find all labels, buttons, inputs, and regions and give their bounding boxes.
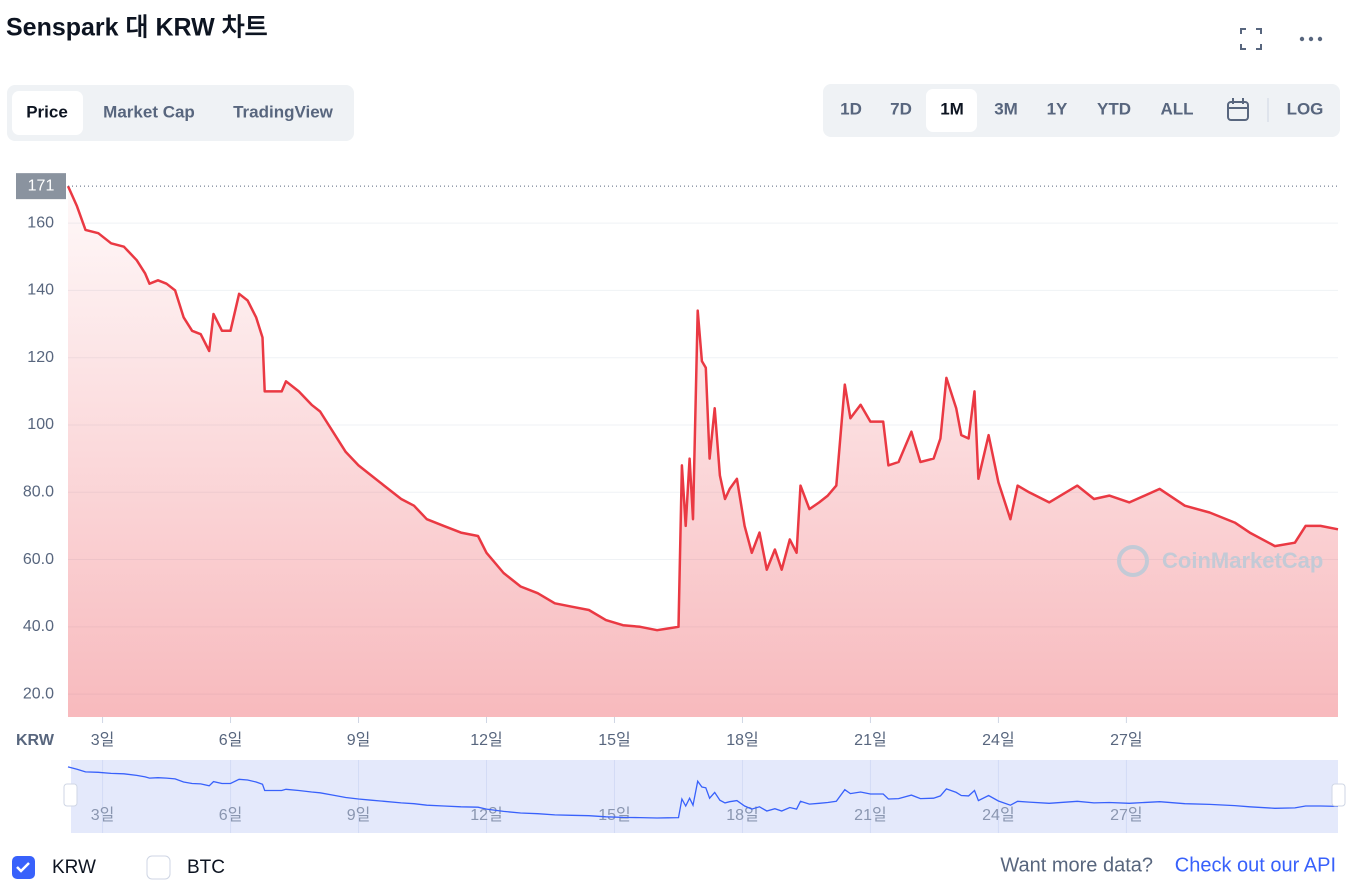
- tab[interactable]: Price: [26, 102, 68, 121]
- fullscreen-icon[interactable]: [1240, 28, 1262, 50]
- range-button[interactable]: 7D: [890, 99, 912, 118]
- area-fill: [68, 186, 1338, 718]
- calendar-icon[interactable]: [1227, 98, 1249, 121]
- x-tick-label: 24일: [982, 731, 1015, 749]
- x-tick-label: 6일: [219, 731, 243, 749]
- price-line: [66, 185, 1339, 632]
- range-button[interactable]: YTD: [1097, 99, 1131, 118]
- plot: 20.0 40.0 60.0 80.0 100 120 140 160 3일 6일 9일 12일 15일…: [16, 173, 1339, 749]
- max-badge: [16, 173, 66, 200]
- x-tick-label: 18일: [726, 731, 759, 749]
- y-tick-label: 160: [27, 214, 54, 231]
- navigator-tick-label: 21일: [854, 806, 887, 824]
- x-tick-label: 21일: [854, 731, 887, 749]
- max-label: 171: [28, 177, 55, 194]
- x-tick-label: 9일: [347, 731, 371, 749]
- navigator-handle[interactable]: [63, 783, 78, 807]
- x-tick-label: 3일: [91, 731, 115, 749]
- log-button[interactable]: LOG: [1287, 99, 1324, 118]
- checkbox[interactable]: [146, 855, 171, 880]
- check-icon: [16, 862, 30, 873]
- y-axis-unit: KRW: [16, 732, 55, 749]
- tab-active: [12, 91, 83, 135]
- toggle-label[interactable]: KRW: [52, 857, 96, 878]
- tab[interactable]: Market Cap: [103, 102, 195, 121]
- navigator-handle[interactable]: [1331, 783, 1346, 807]
- navigator-tick-label: 18일: [726, 806, 759, 824]
- watermark-icon: [1117, 545, 1149, 577]
- y-tick-label: 20.0: [23, 685, 54, 702]
- api-link[interactable]: Check out our API: [1175, 854, 1336, 876]
- navigator-tick-label: 6일: [219, 806, 243, 824]
- navigator-line: [67, 766, 1339, 819]
- more-icon[interactable]: [1299, 36, 1323, 42]
- navigator[interactable]: [71, 760, 1338, 833]
- toggle-label[interactable]: BTC: [187, 857, 225, 878]
- range-button[interactable]: 1D: [840, 99, 862, 118]
- tab[interactable]: TradingView: [233, 102, 334, 121]
- y-tick-label: 100: [27, 416, 54, 433]
- x-tick-label: 12일: [470, 731, 503, 749]
- range-button[interactable]: 1Y: [1047, 99, 1068, 118]
- tab-group: [7, 85, 354, 141]
- watermark: CoinMarketCap: [1162, 548, 1323, 573]
- navigator-plot: 3일 6일 9일 12일 15일 18일 21일 24일 27일: [67, 760, 1339, 833]
- navigator-tick-label: 24일: [982, 806, 1015, 824]
- chart-title: Senspark 대 KRW 차트: [6, 14, 268, 42]
- range-button[interactable]: ALL: [1160, 99, 1193, 118]
- footer-question: Want more data?: [1000, 854, 1153, 876]
- navigator-tick-label: 3일: [91, 806, 115, 824]
- y-tick-label: 40.0: [23, 618, 54, 635]
- range-button[interactable]: 3M: [994, 99, 1018, 118]
- range-active: [926, 89, 977, 132]
- range-button[interactable]: 1M: [940, 99, 964, 118]
- x-tick-label: 15일: [598, 731, 631, 749]
- y-tick-label: 60.0: [23, 551, 54, 568]
- y-tick-label: 140: [27, 282, 54, 299]
- x-tick-label: 27일: [1110, 731, 1143, 749]
- navigator-tick-label: 15일: [598, 806, 631, 824]
- y-tick-label: 80.0: [23, 483, 54, 500]
- navigator-tick-label: 27일: [1110, 806, 1143, 824]
- y-tick-label: 120: [27, 349, 54, 366]
- navigator-tick-label: 9일: [347, 806, 371, 824]
